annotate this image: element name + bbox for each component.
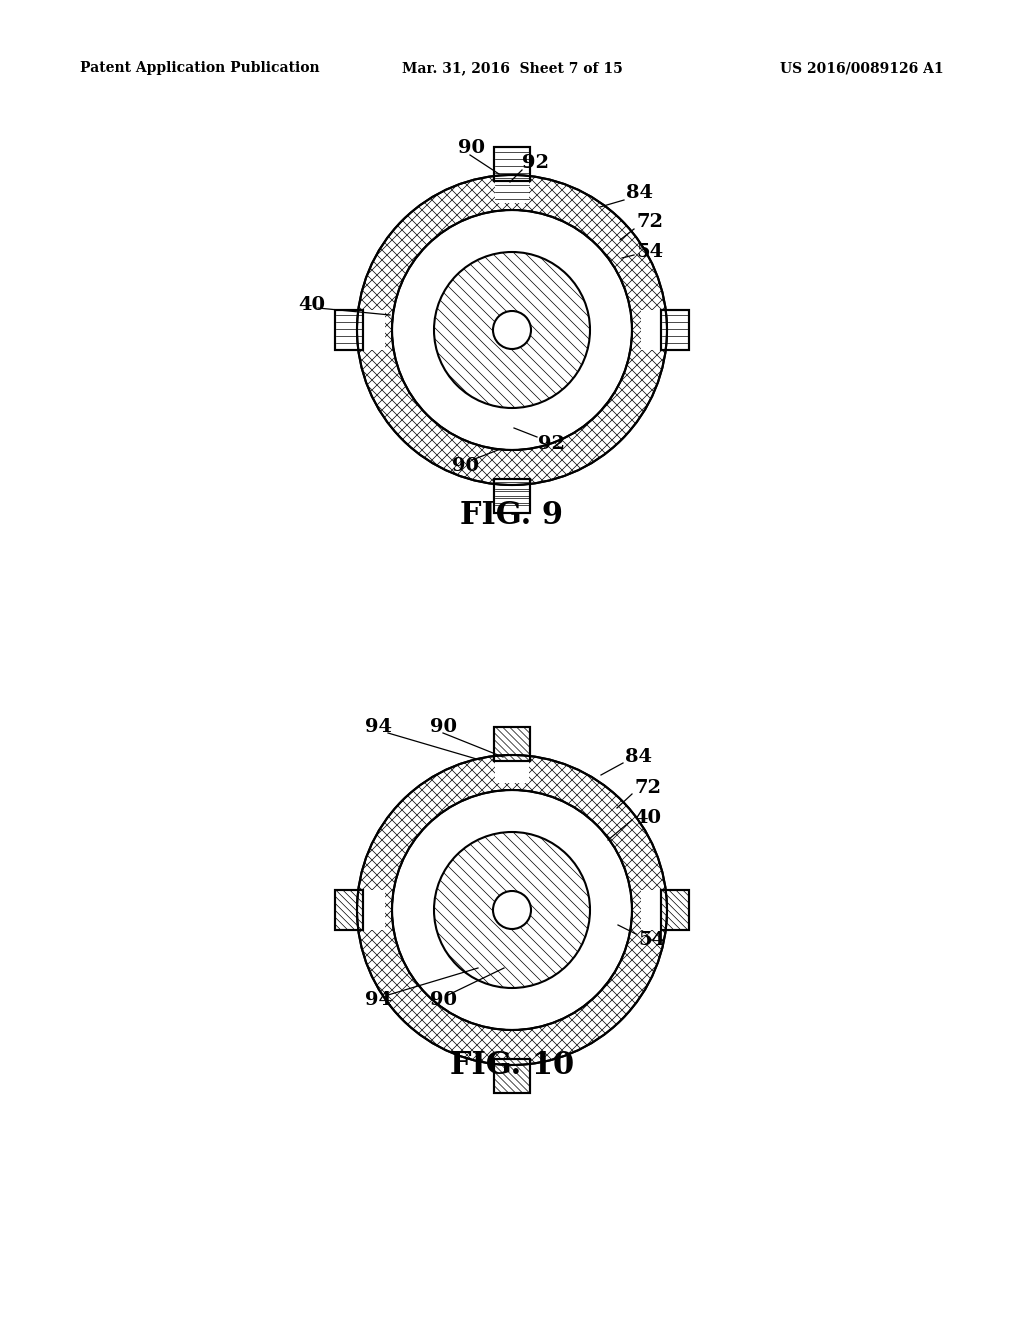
Bar [495,479,529,507]
Bar [494,147,530,181]
Bar [494,147,530,181]
Bar [495,176,529,203]
Circle shape [434,252,590,408]
Text: 94: 94 [365,991,392,1008]
Text: 40: 40 [634,809,662,828]
Bar [495,1059,529,1086]
Text: FIG. 9: FIG. 9 [461,499,563,531]
Bar [335,890,362,931]
Circle shape [493,891,531,929]
Bar [641,890,665,931]
Bar [662,890,689,931]
Bar [335,890,362,931]
Bar [641,310,665,350]
Text: 54: 54 [638,931,666,949]
Text: Patent Application Publication: Patent Application Publication [80,61,319,75]
Text: Mar. 31, 2016  Sheet 7 of 15: Mar. 31, 2016 Sheet 7 of 15 [401,61,623,75]
Bar [494,1059,530,1093]
Bar [335,310,362,350]
Text: 90: 90 [452,457,479,475]
Text: FIG. 10: FIG. 10 [450,1049,574,1081]
Circle shape [434,832,590,987]
Bar [494,727,530,762]
Bar [495,755,529,783]
Text: 92: 92 [538,436,565,453]
Text: 72: 72 [634,779,662,797]
Text: 72: 72 [636,213,663,231]
Circle shape [392,789,632,1030]
Bar [494,479,530,513]
Text: 84: 84 [625,748,652,766]
Circle shape [493,312,531,348]
Text: 94: 94 [365,718,392,737]
Text: 90: 90 [430,991,457,1008]
Circle shape [392,210,632,450]
Text: 92: 92 [522,154,549,172]
Bar [494,479,530,513]
Bar [662,310,689,350]
Bar [361,890,385,931]
Bar [494,1059,530,1093]
Bar [335,310,362,350]
Circle shape [357,176,667,484]
Bar [662,890,689,931]
Bar [361,310,385,350]
Text: 40: 40 [298,296,325,314]
Text: US 2016/0089126 A1: US 2016/0089126 A1 [780,61,944,75]
Text: 90: 90 [458,139,485,157]
Bar [662,310,689,350]
Text: 54: 54 [636,243,664,261]
Bar [494,727,530,762]
Circle shape [357,755,667,1065]
Text: 90: 90 [430,718,457,737]
Text: 84: 84 [626,183,653,202]
